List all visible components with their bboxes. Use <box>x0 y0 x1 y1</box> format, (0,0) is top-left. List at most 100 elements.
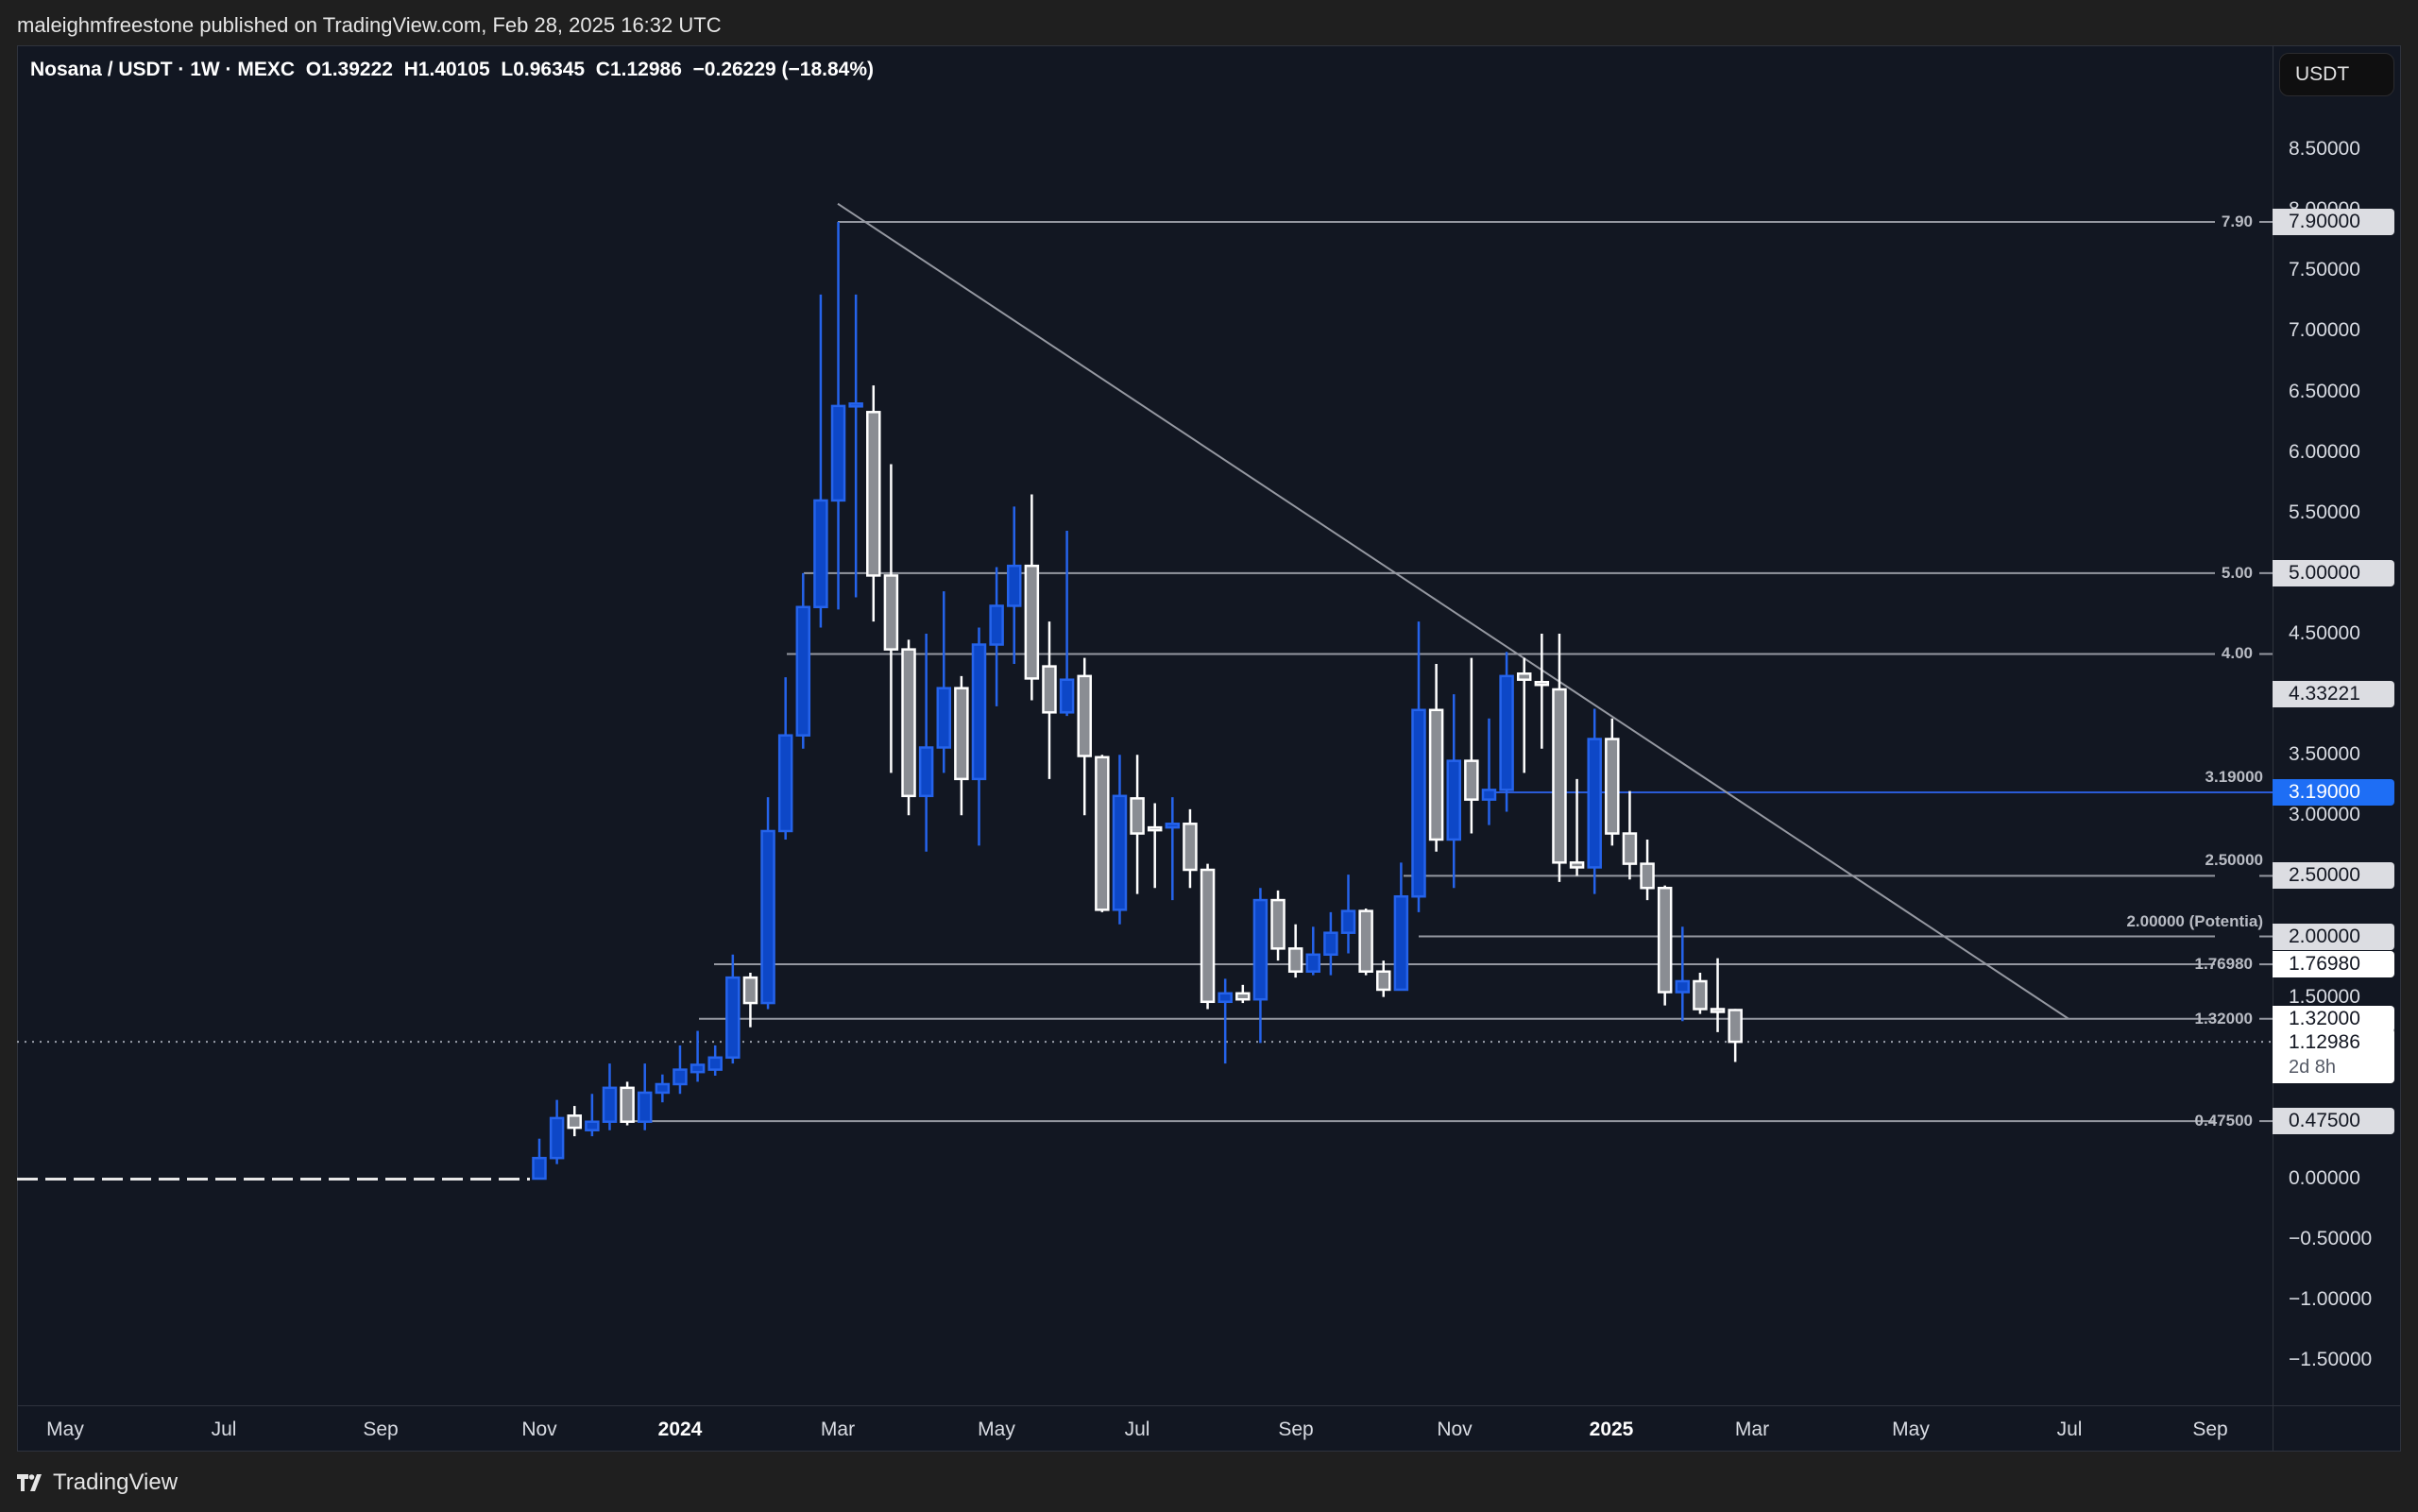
candle-down[interactable] <box>620 1086 635 1123</box>
price-level-tag[interactable]: 2.50000 <box>2273 862 2394 890</box>
candle-down[interactable] <box>1024 564 1040 680</box>
price-level-tag[interactable]: 5.00000 <box>2273 559 2394 586</box>
price-tick-label: 6.00000 <box>2289 440 2360 463</box>
candle-down[interactable] <box>1270 898 1286 950</box>
price-level-tag[interactable]: 2.00000 <box>2273 923 2394 950</box>
ohlc-change: −0.26229 (−18.84%) <box>692 59 875 80</box>
candle-up[interactable] <box>936 687 952 749</box>
candle-up[interactable] <box>532 1156 547 1181</box>
chart-plot-area[interactable] <box>17 45 2273 1405</box>
candle-down[interactable] <box>1710 1008 1726 1013</box>
candle-up[interactable] <box>725 976 741 1060</box>
candle-up[interactable] <box>1059 678 1075 714</box>
candle-up[interactable] <box>1587 738 1602 869</box>
time-axis[interactable] <box>17 1405 2273 1452</box>
price-tick-label: 5.50000 <box>2289 501 2360 523</box>
candle-down[interactable] <box>1622 832 1638 865</box>
currency-button[interactable]: USDT <box>2279 53 2394 96</box>
price-level-tag[interactable]: 1.76980 <box>2273 951 2394 978</box>
candle-up[interactable] <box>1446 759 1461 841</box>
level-label: 2.50000 <box>2205 851 2263 870</box>
candle-up[interactable] <box>1323 931 1338 957</box>
candle-down[interactable] <box>1130 797 1145 835</box>
candle-down[interactable] <box>1693 979 1708 1011</box>
candle-down[interactable] <box>567 1114 582 1130</box>
candle-up[interactable] <box>1499 674 1514 791</box>
price-level-tag[interactable]: 1.32000 <box>2273 1005 2394 1032</box>
candle-down[interactable] <box>1358 909 1373 973</box>
candle-down[interactable] <box>1657 886 1673 994</box>
candle-up[interactable] <box>760 829 775 1005</box>
candle-down[interactable] <box>1287 947 1303 973</box>
candle-down[interactable] <box>1235 992 1251 1001</box>
candle-up[interactable] <box>989 604 1004 646</box>
time-label-month: Nov <box>521 1419 557 1440</box>
price-tick-label: 8.50000 <box>2289 138 2360 161</box>
candle-up[interactable] <box>1340 909 1356 934</box>
candle-up[interactable] <box>777 734 793 833</box>
candle-up[interactable] <box>1218 992 1233 1004</box>
candle-up[interactable] <box>1112 794 1128 911</box>
time-label-year: 2024 <box>657 1419 703 1440</box>
candle-down[interactable] <box>1569 861 1585 869</box>
candle-up[interactable] <box>602 1086 618 1123</box>
candle-down[interactable] <box>742 976 758 1005</box>
candle-down[interactable] <box>1728 1009 1743 1044</box>
symbol-title[interactable]: Nosana / USDT · 1W · MEXC <box>30 59 296 80</box>
price-axis[interactable] <box>2273 45 2401 1405</box>
candle-up[interactable] <box>690 1063 706 1074</box>
level-label: 1.76980 <box>2194 955 2253 974</box>
candle-up[interactable] <box>673 1068 688 1086</box>
candle-up[interactable] <box>848 402 863 408</box>
candle-down[interactable] <box>1147 825 1163 832</box>
price-tick-label: 4.50000 <box>2289 621 2360 644</box>
candle-up[interactable] <box>1411 708 1426 898</box>
candle-up[interactable] <box>1006 564 1022 607</box>
price-level-tag[interactable]: 7.90000 <box>2273 208 2394 235</box>
candle-down[interactable] <box>1516 672 1532 681</box>
current-price-tag: 1.12986 2d 8h <box>2273 1028 2394 1084</box>
candle-up[interactable] <box>813 499 828 609</box>
candle-down[interactable] <box>1095 756 1110 911</box>
descending-trendline[interactable] <box>837 202 2069 1020</box>
candle-down[interactable] <box>1376 970 1391 992</box>
price-level-tag[interactable]: 4.33221 <box>2273 681 2394 708</box>
candle-down[interactable] <box>883 574 899 651</box>
level-label: 0.47500 <box>2194 1112 2253 1130</box>
candlestick-chart[interactable] <box>17 45 2273 1405</box>
candle-down[interactable] <box>1077 674 1092 757</box>
candle-up[interactable] <box>655 1082 671 1095</box>
candle-down[interactable] <box>1200 868 1216 1004</box>
candle-down[interactable] <box>1640 862 1655 890</box>
candle-up[interactable] <box>795 605 811 737</box>
candle-down[interactable] <box>1428 708 1444 841</box>
candle-up[interactable] <box>1305 953 1321 973</box>
candle-down[interactable] <box>1042 665 1057 714</box>
candle-up[interactable] <box>830 404 846 502</box>
candle-up[interactable] <box>918 746 934 798</box>
price-tick-label: −1.00000 <box>2289 1288 2373 1311</box>
price-level-tag[interactable]: 3.19000 <box>2273 778 2394 806</box>
candle-up[interactable] <box>637 1091 653 1123</box>
candle-down[interactable] <box>1464 759 1479 801</box>
candle-up[interactable] <box>549 1116 565 1160</box>
symbol-legend: Nosana / USDT · 1W · MEXC O1.39222 H1.40… <box>30 59 874 81</box>
candle-up[interactable] <box>971 643 987 781</box>
price-level-tag[interactable]: 0.47500 <box>2273 1108 2394 1135</box>
candle-down[interactable] <box>954 687 969 781</box>
tradingview-logo[interactable]: TradingView <box>17 1470 178 1496</box>
candle-down[interactable] <box>901 648 916 798</box>
candle-down[interactable] <box>1605 738 1620 835</box>
candle-up[interactable] <box>1393 894 1409 992</box>
candle-up[interactable] <box>1481 789 1497 801</box>
candle-up[interactable] <box>585 1120 600 1131</box>
candle-down[interactable] <box>1183 823 1198 872</box>
candle-up[interactable] <box>1165 823 1181 829</box>
candle-down[interactable] <box>1552 688 1567 864</box>
price-tick-label: 7.00000 <box>2289 319 2360 342</box>
candle-down[interactable] <box>1534 681 1550 687</box>
candle-down[interactable] <box>866 411 881 577</box>
candle-up[interactable] <box>707 1056 723 1071</box>
candle-up[interactable] <box>1675 979 1691 994</box>
candle-up[interactable] <box>1252 898 1269 1001</box>
